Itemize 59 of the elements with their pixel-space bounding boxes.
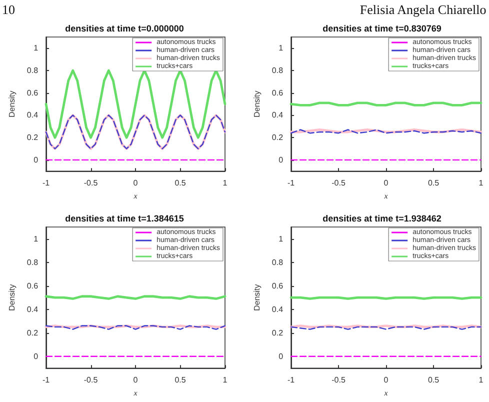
y-tick-label: 0 bbox=[34, 155, 39, 164]
x-tick-label: -0.5 bbox=[84, 178, 98, 188]
x-tick-label: 0 bbox=[133, 178, 138, 188]
y-tick-label: 0.2 bbox=[26, 328, 39, 338]
x-tick-label: 1 bbox=[222, 178, 228, 188]
x-axis-title: x bbox=[383, 192, 388, 200]
x-tick-label: -1 bbox=[42, 376, 50, 385]
x-tick-label: -0.5 bbox=[332, 178, 346, 188]
y-axis-title: Density bbox=[8, 90, 16, 118]
x-tick-label: 0 bbox=[384, 376, 389, 385]
x-tick-label: 0 bbox=[133, 376, 138, 385]
y-tick-label: 0.6 bbox=[272, 281, 284, 290]
x-axis-title: x bbox=[132, 192, 138, 200]
y-axis-title: Density bbox=[8, 284, 16, 311]
y-axis-title: Density bbox=[252, 90, 262, 118]
y-tick-label: 0.2 bbox=[272, 328, 284, 338]
x-tick-label: -0.5 bbox=[84, 376, 98, 385]
chart-title: densities at time t=1.938462 bbox=[322, 214, 442, 224]
y-tick-label: 0.8 bbox=[26, 258, 39, 267]
y-tick-label: 0.4 bbox=[26, 110, 39, 120]
y-tick-label: 0.2 bbox=[272, 133, 284, 142]
y-tick-label: 1 bbox=[278, 44, 284, 53]
x-axis-title: x bbox=[132, 388, 138, 398]
y-tick-label: 0.8 bbox=[272, 258, 284, 267]
line-series bbox=[44, 69, 226, 139]
y-tick-label: 0 bbox=[34, 352, 39, 361]
y-tick-label: 0 bbox=[278, 352, 284, 361]
y-tick-label: 1 bbox=[278, 234, 284, 244]
x-tick-label: 0 bbox=[384, 178, 389, 188]
y-tick-label: 0 bbox=[278, 155, 284, 164]
x-tick-label: -1 bbox=[287, 376, 296, 385]
x-tick-label: 0.5 bbox=[428, 178, 440, 188]
y-tick-label: 0.4 bbox=[272, 110, 284, 120]
x-axis-title: x bbox=[383, 388, 388, 398]
x-tick-label: -1 bbox=[42, 178, 50, 188]
chart-title: densities at time t=0.000000 bbox=[65, 24, 184, 34]
chart-title: densities at time t=0.830769 bbox=[322, 24, 442, 34]
chart-title: densities at time t=1.384615 bbox=[65, 214, 184, 224]
y-tick-label: 0.4 bbox=[272, 304, 284, 314]
x-tick-label: 1 bbox=[478, 376, 484, 385]
x-tick-label: -0.5 bbox=[332, 376, 346, 385]
text: Felisia Angela Chiarello bbox=[360, 2, 486, 17]
x-tick-label: 0.5 bbox=[174, 178, 186, 188]
y-tick-label: 0.8 bbox=[272, 66, 284, 76]
y-tick-label: 0.8 bbox=[26, 66, 39, 76]
x-tick-label: 1 bbox=[222, 376, 228, 385]
x-tick-label: 1 bbox=[478, 178, 484, 188]
y-tick-label: 0.6 bbox=[272, 88, 284, 98]
y-tick-label: 1 bbox=[34, 44, 39, 53]
y-tick-label: 0.6 bbox=[26, 281, 39, 290]
y-tick-label: 1 bbox=[34, 234, 39, 244]
x-tick-label: -1 bbox=[287, 178, 296, 188]
x-tick-label: 0.5 bbox=[174, 376, 186, 385]
y-axis-title: Density bbox=[252, 284, 262, 311]
x-tick-label: 0.5 bbox=[428, 376, 440, 385]
text: 10 bbox=[2, 2, 15, 17]
y-tick-label: 0.4 bbox=[26, 304, 39, 314]
y-tick-label: 0.6 bbox=[26, 88, 39, 98]
y-tick-label: 0.2 bbox=[26, 133, 39, 142]
